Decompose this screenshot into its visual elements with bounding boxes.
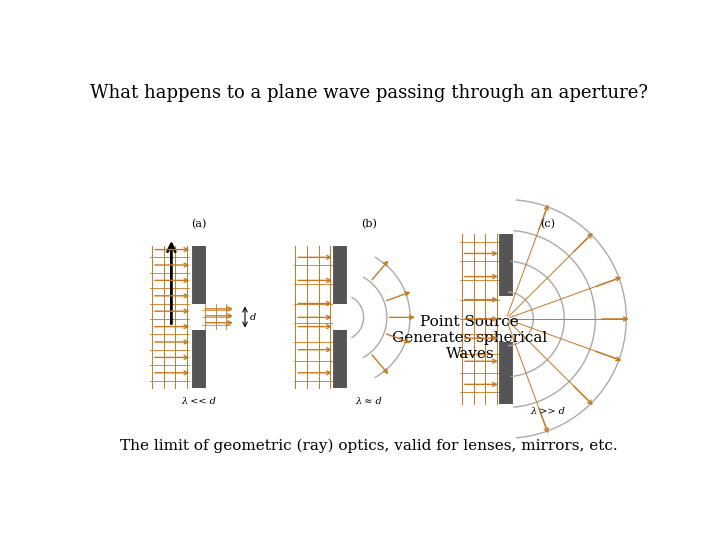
Text: λ << d: λ << d [181, 397, 216, 407]
Text: The limit of geometric (ray) optics, valid for lenses, mirrors, etc.: The limit of geometric (ray) optics, val… [120, 438, 618, 453]
Text: d: d [250, 313, 256, 322]
Text: λ >> d: λ >> d [530, 408, 564, 416]
Text: What happens to a plane wave passing through an aperture?: What happens to a plane wave passing thr… [90, 84, 648, 102]
Text: (a): (a) [191, 219, 206, 229]
Text: λ ≈ d: λ ≈ d [356, 397, 382, 407]
Text: Point Source
Generates spherical
Waves: Point Source Generates spherical Waves [392, 315, 547, 361]
Text: (b): (b) [361, 219, 377, 229]
Text: (c): (c) [540, 219, 554, 229]
